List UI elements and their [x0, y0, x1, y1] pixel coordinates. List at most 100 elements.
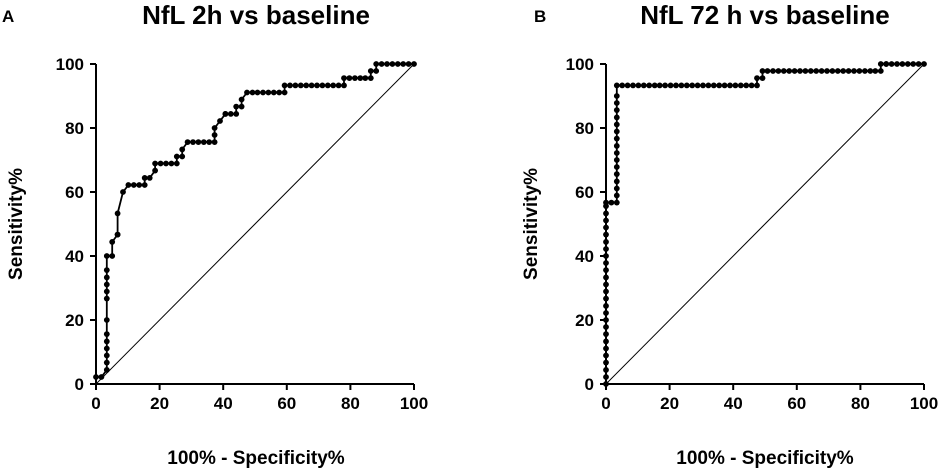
roc-point-b	[603, 359, 609, 366]
x-tick-label-b: 20	[660, 394, 679, 413]
roc-point-a	[281, 82, 288, 89]
roc-point-b	[705, 82, 712, 89]
roc-point-a	[341, 82, 347, 89]
roc-point-a	[103, 253, 110, 259]
roc-point-b	[899, 61, 906, 67]
roc-point-a	[335, 82, 342, 89]
roc-point-a	[357, 75, 364, 81]
roc-point-b	[603, 224, 609, 231]
x-tick-label-a: 100	[400, 394, 428, 413]
roc-point-a	[173, 153, 180, 160]
y-axis-label-a: Sensitivity%	[6, 168, 27, 280]
roc-point-a	[173, 160, 180, 167]
roc-point-b	[603, 231, 609, 238]
roc-point-b	[877, 61, 884, 67]
roc-point-b	[613, 171, 620, 178]
roc-point-a	[352, 75, 358, 81]
y-tick-label-b: 20	[575, 311, 594, 330]
roc-point-b	[667, 82, 674, 89]
roc-point-b	[624, 82, 631, 89]
roc-point-a	[103, 338, 110, 345]
roc-point-a	[114, 210, 121, 217]
roc-point-a	[222, 111, 229, 117]
roc-point-a	[276, 89, 283, 96]
roc-point-a	[184, 139, 191, 146]
roc-point-b	[613, 164, 620, 170]
roc-point-b	[603, 288, 609, 295]
roc-point-b	[630, 82, 636, 89]
roc-point-b	[613, 82, 620, 89]
roc-point-b	[840, 68, 847, 74]
roc-point-b	[673, 82, 679, 89]
y-tick-label-b: 40	[575, 247, 594, 266]
roc-point-b	[603, 345, 609, 352]
roc-point-b	[603, 217, 609, 224]
roc-point-b	[770, 68, 776, 74]
roc-point-a	[109, 253, 116, 259]
roc-point-a	[211, 139, 218, 146]
roc-point-b	[888, 61, 895, 67]
roc-point-b	[603, 274, 609, 281]
roc-point-a	[233, 103, 240, 110]
roc-point-b	[603, 338, 609, 345]
roc-point-b	[754, 75, 760, 81]
x-tick-label-b: 60	[787, 394, 806, 413]
roc-point-a	[238, 96, 245, 103]
roc-point-b	[910, 61, 917, 67]
x-axis-label-a: 100% - Specificity%	[167, 448, 345, 469]
roc-point-a	[141, 182, 148, 188]
roc-point-a	[103, 367, 110, 373]
panel-letter-b: B	[534, 7, 546, 26]
roc-point-b	[613, 121, 620, 128]
roc-point-a	[211, 125, 218, 131]
roc-point-a	[130, 182, 137, 188]
y-tick-label-a: 0	[75, 375, 84, 394]
roc-point-a	[103, 345, 110, 352]
roc-point-a	[244, 89, 250, 96]
panel-letter-a: A	[2, 7, 14, 26]
roc-point-b	[786, 68, 793, 74]
roc-point-b	[651, 82, 658, 89]
y-tick-label-b: 80	[575, 119, 594, 138]
roc-point-a	[93, 374, 99, 380]
roc-point-a	[211, 132, 218, 138]
roc-point-b	[603, 324, 609, 330]
roc-point-a	[157, 160, 164, 167]
roc-point-a	[254, 89, 261, 96]
y-tick-label-b: 100	[566, 55, 594, 74]
roc-point-a	[281, 89, 288, 96]
reference-line-b	[605, 63, 925, 385]
roc-point-b	[689, 82, 696, 89]
x-tick-label-a: 20	[150, 394, 169, 413]
roc-point-a	[152, 167, 159, 174]
reference-line-a	[95, 63, 415, 385]
x-tick-label-b: 80	[851, 394, 870, 413]
roc-point-a	[163, 160, 169, 167]
roc-point-a	[103, 317, 110, 323]
roc-point-a	[227, 111, 234, 117]
roc-point-a	[103, 295, 110, 302]
roc-point-b	[603, 253, 609, 259]
roc-point-b	[904, 61, 911, 67]
roc-point-b	[613, 192, 620, 199]
roc-point-b	[608, 199, 615, 206]
roc-point-a	[114, 231, 121, 238]
roc-point-a	[330, 82, 337, 89]
x-tick-label-a: 80	[341, 394, 360, 413]
x-tick-label-a: 0	[91, 394, 100, 413]
roc-point-b	[694, 82, 701, 89]
roc-point-b	[646, 82, 653, 89]
y-tick-label-a: 40	[65, 247, 84, 266]
x-tick-label-b: 0	[601, 394, 610, 413]
roc-point-a	[152, 160, 159, 167]
roc-point-a	[373, 68, 380, 74]
roc-point-b	[613, 128, 620, 135]
roc-point-a	[217, 118, 223, 124]
roc-point-a	[389, 61, 396, 67]
roc-point-b	[813, 68, 820, 74]
roc-point-b	[613, 100, 620, 106]
roc-curve-line-a	[96, 63, 414, 378]
roc-point-a	[141, 175, 148, 181]
roc-point-a	[238, 103, 245, 110]
roc-point-a	[120, 189, 126, 195]
